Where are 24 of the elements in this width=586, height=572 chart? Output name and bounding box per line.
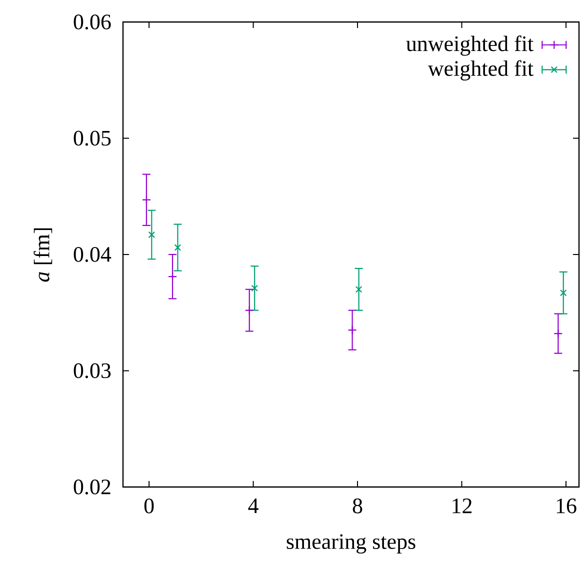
y-axis-title: a [fm] <box>34 228 52 282</box>
x-tick-label: 16 <box>556 498 576 514</box>
y-tick-label: 0.06 <box>74 14 111 30</box>
x-axis-title: smearing steps <box>286 534 416 554</box>
y-tick-label: 0.05 <box>74 130 111 146</box>
point <box>251 284 258 292</box>
legend-label: unweighted fit <box>406 35 534 56</box>
point <box>348 326 357 335</box>
point <box>148 231 156 238</box>
y-tick-label: 0.03 <box>74 363 111 378</box>
point <box>355 286 362 293</box>
x-tick-label: 0 <box>144 498 154 514</box>
point <box>560 289 567 296</box>
point <box>554 328 563 338</box>
point <box>244 306 254 315</box>
x-tick-label: 12 <box>452 498 472 514</box>
point <box>168 272 178 282</box>
x-tick-label: 8 <box>352 498 362 514</box>
x-tick-label: 4 <box>248 498 258 514</box>
y-tick-label: 0.02 <box>74 480 110 494</box>
legend-label: weighted fit <box>428 60 534 80</box>
point <box>142 195 152 204</box>
point <box>174 244 182 251</box>
y-tick-label: 0.04 <box>74 247 112 262</box>
